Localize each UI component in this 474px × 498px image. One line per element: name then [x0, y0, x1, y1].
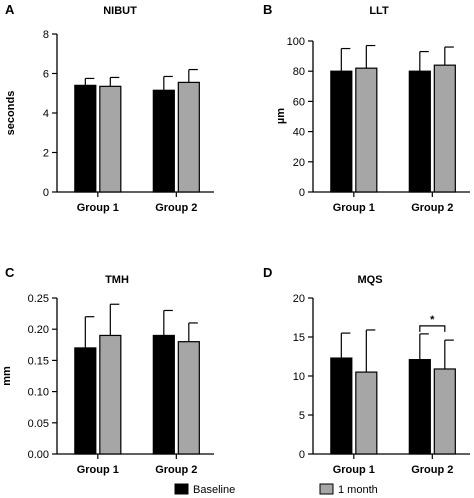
- y-tick-label: 100: [287, 36, 305, 48]
- y-tick-label: 60: [293, 96, 305, 108]
- bar-baseline: [152, 89, 175, 193]
- y-axis-label: seconds: [5, 91, 17, 136]
- y-tick-label: 8: [43, 29, 49, 41]
- x-tick-label: Group 2: [411, 464, 453, 476]
- legend-swatch-baseline: [174, 483, 189, 495]
- y-axis-label: mm: [1, 366, 13, 386]
- y-tick-label: 40: [293, 127, 305, 139]
- panel-title: MQS: [357, 274, 382, 286]
- bar-baseline: [408, 70, 431, 193]
- y-tick-label: 6: [43, 69, 49, 81]
- y-tick-label: 0.25: [28, 293, 49, 305]
- panel-title: TMH: [105, 274, 129, 286]
- bar-1-month: [177, 341, 200, 455]
- panel-letter: A: [5, 2, 15, 17]
- x-tick-label: Group 1: [333, 202, 375, 214]
- bar-baseline: [330, 357, 353, 455]
- panel-b: B LLT µm 0 20 40 60 80 100 Group 1 Group 2: [263, 2, 470, 214]
- bar-1-month: [355, 371, 378, 455]
- y-tick-label: 0.10: [28, 387, 49, 399]
- bar-1-month: [99, 334, 122, 455]
- y-tick-label: 5: [299, 410, 305, 422]
- y-tick-label: 80: [293, 66, 305, 78]
- legend-label-baseline: Baseline: [193, 484, 235, 496]
- x-tick-label: Group 1: [77, 464, 119, 476]
- bar-baseline: [74, 347, 97, 455]
- panel-c: C TMH mm 0.00 0.05 0.10 0.15 0.20 0.25 Group 1 Gro…: [1, 265, 214, 476]
- x-tick-label: Group 2: [155, 464, 197, 476]
- panel-title: NIBUT: [103, 5, 137, 17]
- x-tick-label: Group 1: [333, 464, 375, 476]
- bar-baseline: [408, 359, 431, 455]
- bar-1-month: [433, 64, 456, 193]
- y-tick-label: 20: [293, 157, 305, 169]
- y-tick-label: 0.05: [28, 418, 49, 430]
- panel-letter: D: [263, 265, 272, 280]
- y-tick-label: 0.00: [28, 449, 49, 461]
- bar-1-month: [177, 81, 200, 193]
- legend: Baseline 1 month: [174, 483, 378, 496]
- panel-a: A NIBUT seconds 0 2 4 6 8 Group 1 Group 2: [5, 2, 214, 214]
- legend-label-1-month: 1 month: [338, 484, 378, 496]
- y-tick-label: 0: [43, 187, 49, 199]
- chart-panels: A NIBUT seconds 0 2 4 6 8 Group 1 Group 2 B LLT µm 0 2…: [1, 2, 470, 476]
- panel-letter: C: [5, 265, 15, 280]
- y-tick-label: 0: [299, 449, 305, 461]
- panel-d: D MQS 0 5 10 15 20 Group 1 Group 2 *: [263, 265, 470, 476]
- x-tick-label: Group 2: [411, 202, 453, 214]
- bar-baseline: [330, 70, 353, 193]
- significance-bracket: [419, 325, 446, 332]
- y-tick-label: 0: [299, 187, 305, 199]
- bar-baseline: [152, 334, 175, 455]
- y-tick-label: 0.20: [28, 324, 49, 336]
- y-tick-label: 20: [293, 293, 305, 305]
- y-tick-label: 2: [43, 148, 49, 160]
- panel-title: LLT: [369, 5, 389, 17]
- bar-1-month: [355, 67, 378, 193]
- panel-letter: B: [263, 2, 272, 17]
- y-tick-label: 10: [293, 371, 305, 383]
- y-tick-label: 0.15: [28, 355, 49, 367]
- significance-marker: *: [430, 314, 435, 326]
- legend-swatch-1-month: [319, 483, 334, 495]
- x-tick-label: Group 1: [77, 202, 119, 214]
- bar-1-month: [99, 85, 122, 193]
- y-tick-label: 15: [293, 332, 305, 344]
- y-tick-label: 4: [43, 108, 49, 120]
- y-axis-label: µm: [275, 108, 287, 124]
- bar-1-month: [433, 368, 456, 455]
- x-tick-label: Group 2: [155, 202, 197, 214]
- bar-baseline: [74, 84, 97, 193]
